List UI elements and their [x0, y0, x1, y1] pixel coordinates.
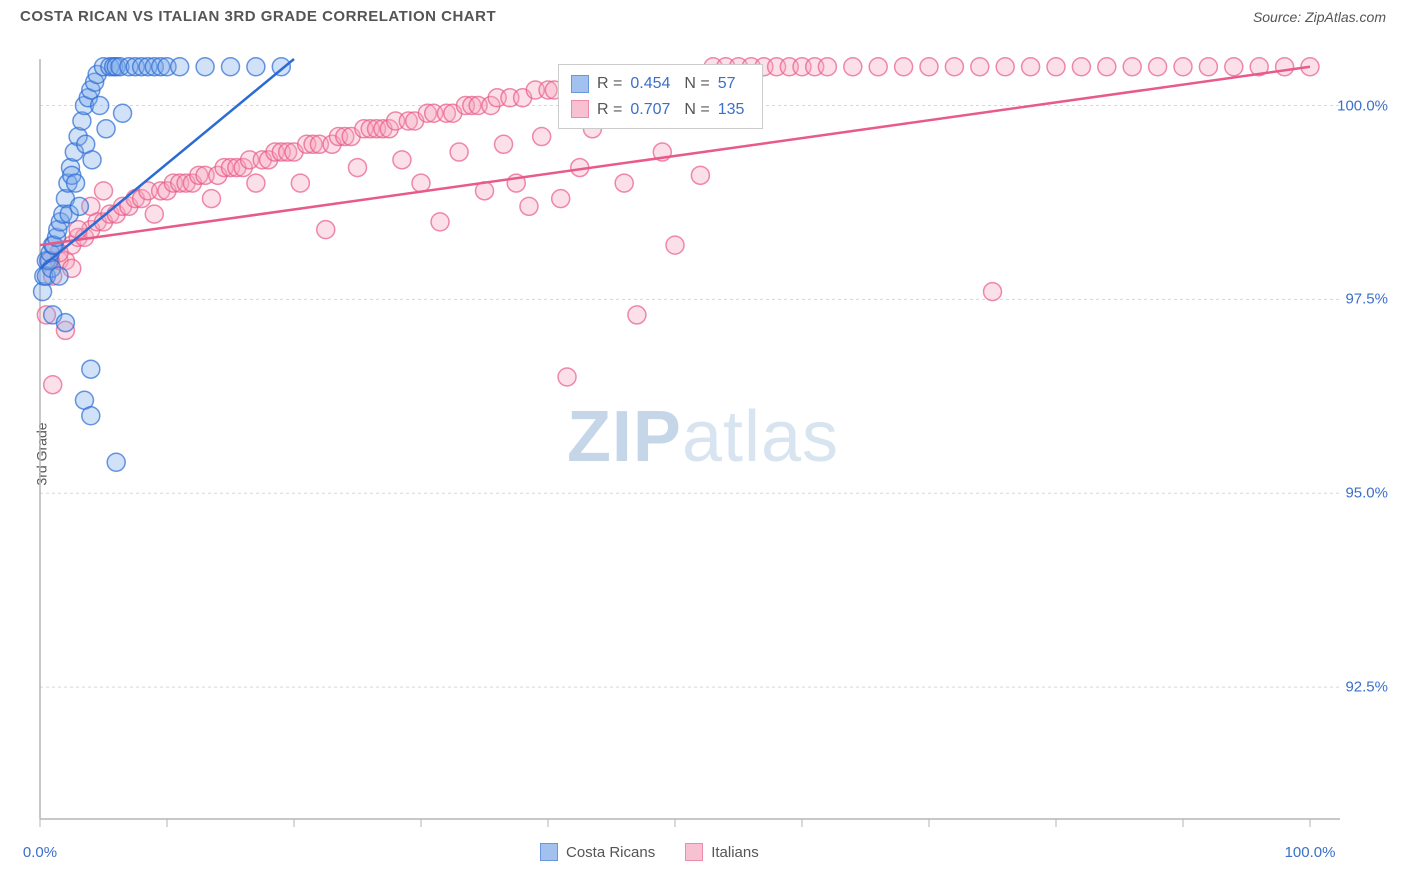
scatter-plot [0, 29, 1406, 879]
chart-area: 3rd Grade ZIPatlas R = 0.454 N = 57 R = … [0, 29, 1406, 879]
legend-label: Italians [711, 844, 759, 861]
legend-label: Costa Ricans [566, 844, 655, 861]
y-tick-label: 97.5% [1345, 291, 1388, 308]
swatch-italians [571, 100, 589, 118]
legend-row-italians: R = 0.707 N = 135 [571, 97, 750, 123]
swatch-icon [540, 843, 558, 861]
r-value-costa-ricans: 0.454 [630, 71, 670, 97]
y-tick-label: 100.0% [1337, 97, 1388, 114]
correlation-legend: R = 0.454 N = 57 R = 0.707 N = 135 [558, 64, 763, 129]
n-label: N = [684, 71, 709, 97]
swatch-icon [685, 843, 703, 861]
legend-item-italians: Italians [685, 843, 759, 861]
legend-row-costa-ricans: R = 0.454 N = 57 [571, 71, 750, 97]
r-value-italians: 0.707 [630, 97, 670, 123]
series-legend: Costa Ricans Italians [540, 843, 759, 861]
chart-source: Source: ZipAtlas.com [1253, 9, 1386, 25]
r-label: R = [597, 97, 622, 123]
x-tick-label: 0.0% [23, 844, 57, 861]
legend-item-costa-ricans: Costa Ricans [540, 843, 655, 861]
x-tick-label: 100.0% [1285, 844, 1336, 861]
chart-title: COSTA RICAN VS ITALIAN 3RD GRADE CORRELA… [20, 8, 496, 25]
y-tick-label: 92.5% [1345, 679, 1388, 696]
y-tick-label: 95.0% [1345, 485, 1388, 502]
chart-header: COSTA RICAN VS ITALIAN 3RD GRADE CORRELA… [0, 0, 1406, 29]
r-label: R = [597, 71, 622, 97]
n-value-costa-ricans: 57 [718, 71, 736, 97]
swatch-costa-ricans [571, 75, 589, 93]
n-label: N = [684, 97, 709, 123]
n-value-italians: 135 [718, 97, 745, 123]
